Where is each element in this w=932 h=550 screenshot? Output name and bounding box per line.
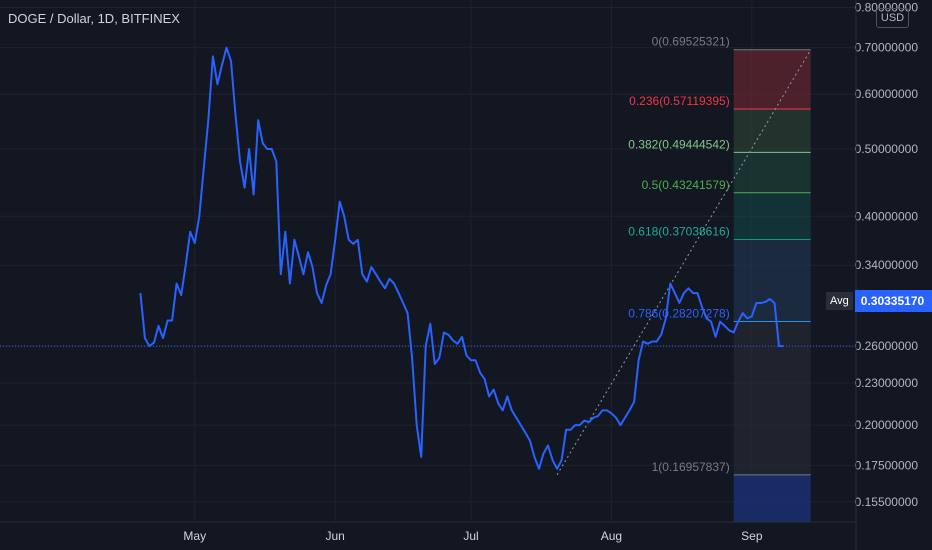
fib-zone <box>733 192 811 240</box>
avg-value: 0.30335170 <box>854 290 932 312</box>
x-tick-label: May <box>183 529 206 543</box>
avg-label: Avg <box>826 292 853 310</box>
x-tick-label: Sep <box>741 529 763 543</box>
fib-level-label: 0.618(0.37038616) <box>628 224 729 238</box>
y-tick-label: 0.50000000 <box>855 142 919 156</box>
fib-zone <box>733 108 811 153</box>
fib-zone <box>733 152 811 193</box>
price-series-line <box>139 46 784 470</box>
fib-zone <box>733 321 811 475</box>
x-tick-label: Aug <box>601 529 622 543</box>
y-tick-label: 0.40000000 <box>855 209 919 223</box>
chart-title: DOGE / Dollar, 1D, BITFINEX <box>8 11 180 26</box>
fib-level-label: 0.5(0.43241579) <box>642 178 730 192</box>
y-tick-label: 0.23000000 <box>855 376 919 390</box>
currency-badge[interactable]: USD <box>876 8 909 28</box>
fib-level-label: 0.786(0.28207278) <box>628 307 729 321</box>
fib-zone <box>733 49 811 109</box>
fib-level-label: 1(0.16957837) <box>652 460 730 474</box>
y-tick-label: 0.60000000 <box>855 87 919 101</box>
avg-price-marker: Avg 0.30335170 <box>826 290 932 312</box>
y-tick-label: 0.80000000 <box>855 0 919 14</box>
fib-level-label: 0.236(0.57119395) <box>629 94 730 108</box>
y-tick-label: 0.70000000 <box>855 41 919 55</box>
fib-level-label: 0(0.69525321) <box>652 35 730 49</box>
y-tick-label: 0.26000000 <box>855 339 919 353</box>
fib-zone <box>733 474 811 522</box>
x-tick-label: Jul <box>463 529 478 543</box>
y-tick-label: 0.34000000 <box>855 258 919 272</box>
y-tick-label: 0.17500000 <box>855 458 919 472</box>
y-tick-label: 0.15500000 <box>855 495 919 509</box>
x-tick-label: Jun <box>325 529 344 543</box>
fib-zone <box>733 239 811 322</box>
y-tick-label: 0.20000000 <box>855 418 919 432</box>
fib-level-label: 0.382(0.49444542) <box>628 137 729 151</box>
